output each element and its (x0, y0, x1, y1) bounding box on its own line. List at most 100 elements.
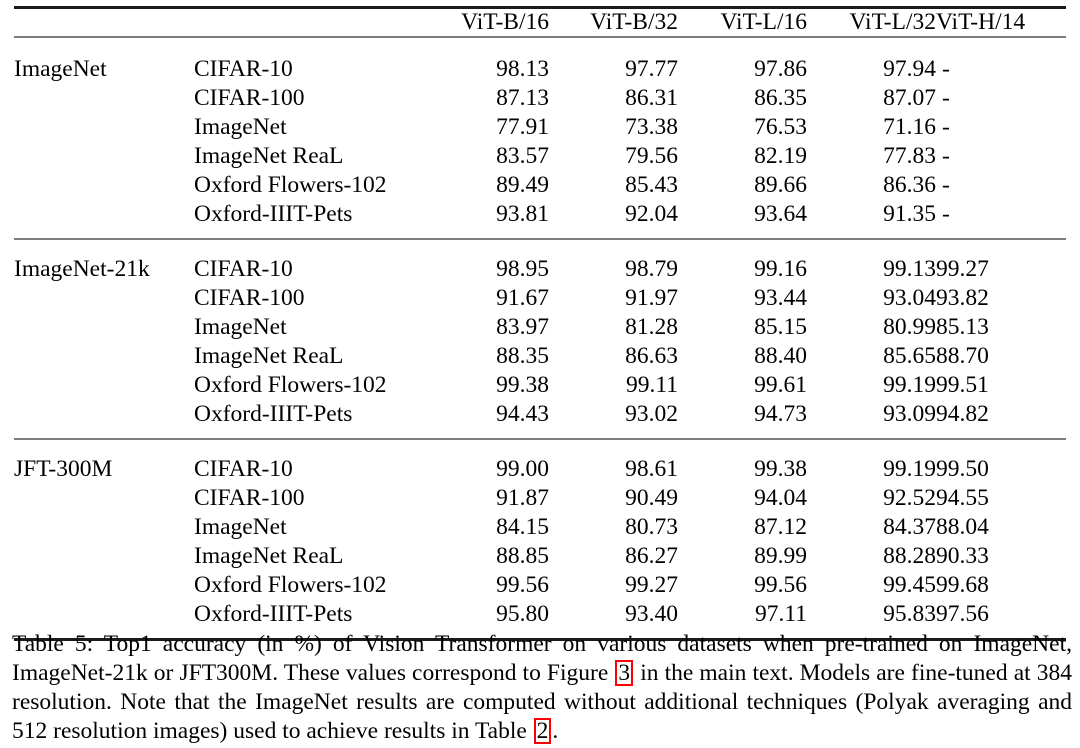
table-row: CIFAR-100 91.67 91.97 93.44 93.04 93.82 (14, 285, 1066, 314)
column-header-vit-h-14: ViT-H/14 (936, 6, 1066, 37)
table-row: JFT-300M CIFAR-10 99.00 98.61 99.38 99.1… (14, 447, 1066, 485)
cell-value: 93.82 (936, 285, 989, 311)
dataset-label: CIFAR-100 (194, 485, 305, 511)
table-row: Oxford Flowers-102 99.56 99.27 99.56 99.… (14, 572, 1066, 601)
table-rule-bottom (14, 638, 1066, 642)
cell-value: 85.65 (883, 343, 936, 369)
cell-value: 99.13 (883, 256, 936, 282)
table-rule-group-separator (14, 238, 1066, 247)
group-label-spacer (14, 172, 194, 201)
cell-value: 99.19 (883, 372, 936, 398)
group-label-imagenet: ImageNet (14, 56, 107, 82)
cell-value: 97.56 (936, 601, 989, 627)
header-group-blank (14, 6, 194, 37)
cell-value: 73.38 (625, 114, 678, 140)
table-row: ImageNet 83.97 81.28 85.15 80.99 85.13 (14, 314, 1066, 343)
cell-value: - (942, 172, 950, 198)
cell-value: 80.99 (883, 314, 936, 340)
results-table-container: ViT-B/16 ViT-B/32 ViT-L/16 ViT-L/32 ViT-… (14, 6, 1066, 642)
cell-value: - (942, 56, 950, 82)
dataset-label: CIFAR-100 (194, 85, 305, 111)
cell-value: 76.53 (754, 114, 807, 140)
cell-value: 88.28 (883, 543, 936, 569)
dataset-label: ImageNet (194, 314, 287, 340)
table-row: ImageNet CIFAR-10 98.13 97.77 97.86 97.9… (14, 47, 1066, 85)
dataset-label: Oxford Flowers-102 (194, 572, 387, 598)
cell-value: 85.13 (936, 314, 989, 340)
cell-value: 83.57 (496, 143, 549, 169)
cell-value: 90.33 (936, 543, 989, 569)
dataset-label: CIFAR-10 (194, 56, 293, 82)
table-header: ViT-B/16 ViT-B/32 ViT-L/16 ViT-L/32 ViT-… (14, 6, 1066, 37)
cell-value: 88.85 (496, 543, 549, 569)
dataset-label: ImageNet (194, 514, 287, 540)
cell-value: - (942, 143, 950, 169)
dataset-label: Oxford Flowers-102 (194, 172, 387, 198)
cell-value: 99.38 (754, 456, 807, 482)
cell-value: 99.68 (936, 572, 989, 598)
group-label-spacer (14, 285, 194, 314)
cell-value: 95.83 (883, 601, 936, 627)
cell-value: 87.07 (883, 85, 936, 111)
caption-text-part2: in the main text. Models are fine-tuned … (12, 660, 1072, 744)
cell-value: 84.37 (883, 514, 936, 540)
column-header-vit-b-32: ViT-B/32 (549, 6, 678, 37)
cell-value: 94.55 (936, 485, 989, 511)
cell-value: 79.56 (625, 143, 678, 169)
figure-reference-link[interactable]: 3 (615, 660, 634, 686)
cell-value: 94.73 (754, 401, 807, 427)
dataset-label: Oxford Flowers-102 (194, 372, 387, 398)
table-row: CIFAR-100 91.87 90.49 94.04 92.52 94.55 (14, 485, 1066, 514)
table-row: ImageNet ReaL 88.35 86.63 88.40 85.65 88… (14, 343, 1066, 372)
table-caption: Table 5: Top1 accuracy (in %) of Vision … (12, 630, 1072, 746)
cell-value: 92.52 (883, 485, 936, 511)
cell-value: 80.73 (625, 514, 678, 540)
group-label-spacer (14, 401, 194, 439)
cell-value: 98.95 (496, 256, 549, 282)
cell-value: 97.77 (625, 56, 678, 82)
cell-value: 71.16 (883, 114, 936, 140)
table-rule-top: ViT-B/16 ViT-B/32 ViT-L/16 ViT-L/32 ViT-… (14, 6, 1066, 37)
cell-value: 93.44 (754, 285, 807, 311)
table-row: ImageNet ReaL 83.57 79.56 82.19 77.83 - (14, 143, 1066, 172)
cell-value: 97.86 (754, 56, 807, 82)
cell-value: 95.80 (496, 601, 549, 627)
cell-value: 86.36 (883, 172, 936, 198)
group-label-spacer (14, 85, 194, 114)
dataset-label: ImageNet ReaL (194, 143, 344, 169)
cell-value: 85.15 (754, 314, 807, 340)
cell-value: 77.83 (883, 143, 936, 169)
table-row: Oxford-IIIT-Pets 93.81 92.04 93.64 91.35… (14, 201, 1066, 239)
cell-value: 99.56 (496, 572, 549, 598)
cell-value: 99.50 (936, 456, 989, 482)
cell-value: 91.67 (496, 285, 549, 311)
dataset-label: ImageNet ReaL (194, 343, 344, 369)
cell-value: 93.02 (625, 401, 678, 427)
cell-value: 93.09 (883, 401, 936, 427)
cell-value: 89.66 (754, 172, 807, 198)
cell-value: 88.70 (936, 343, 989, 369)
cell-value: 91.97 (625, 285, 678, 311)
cell-value: 91.35 (883, 201, 936, 227)
cell-value: 99.27 (625, 572, 678, 598)
cell-value: 84.15 (496, 514, 549, 540)
table-row: ImageNet 84.15 80.73 87.12 84.37 88.04 (14, 514, 1066, 543)
cell-value: 98.61 (625, 456, 678, 482)
table-row: ImageNet 77.91 73.38 76.53 71.16 - (14, 114, 1066, 143)
cell-value: 98.79 (625, 256, 678, 282)
cell-value: 81.28 (625, 314, 678, 340)
cell-value: 97.94 (883, 56, 936, 82)
cell-value: 86.27 (625, 543, 678, 569)
cell-value: 99.00 (496, 456, 549, 482)
cell-value: 86.63 (625, 343, 678, 369)
group-label-spacer (14, 114, 194, 143)
group-label-spacer (14, 372, 194, 401)
table-rule-group-separator (14, 438, 1066, 447)
caption-text-part3: . (552, 718, 559, 744)
table-reference-link[interactable]: 2 (533, 718, 552, 744)
cell-value: 99.51 (936, 372, 989, 398)
cell-value: 87.12 (754, 514, 807, 540)
cell-value: 93.64 (754, 201, 807, 227)
cell-value: 99.11 (625, 372, 678, 398)
